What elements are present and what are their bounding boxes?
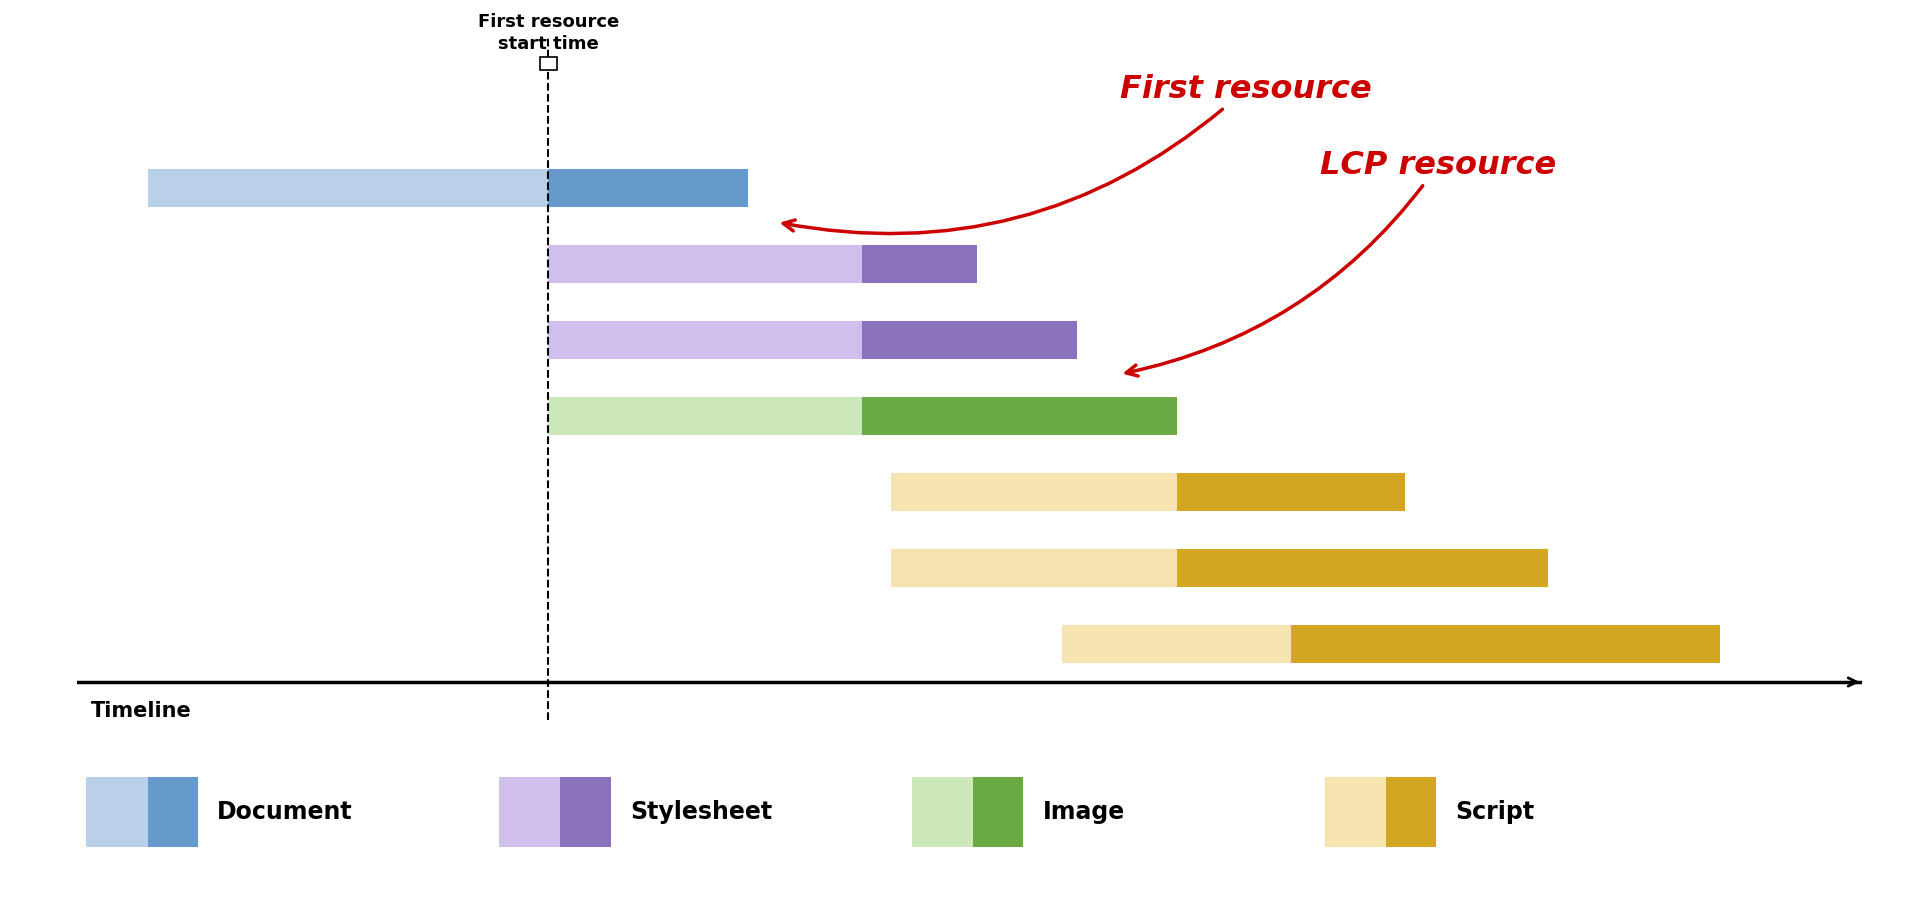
Bar bbox=[1177, 549, 1548, 587]
Text: Document: Document bbox=[217, 800, 353, 824]
Bar bbox=[148, 778, 198, 848]
Bar bbox=[1177, 473, 1405, 511]
Bar bbox=[1325, 778, 1386, 848]
Bar bbox=[862, 321, 1077, 359]
Text: Timeline: Timeline bbox=[90, 701, 192, 721]
Text: Image: Image bbox=[1043, 800, 1125, 824]
Bar bbox=[549, 321, 862, 359]
Bar bbox=[1062, 625, 1290, 663]
Bar bbox=[549, 169, 749, 207]
Bar bbox=[499, 778, 561, 848]
Bar bbox=[1290, 625, 1720, 663]
Text: First resource
start time: First resource start time bbox=[478, 13, 618, 53]
Bar bbox=[862, 397, 1177, 435]
Bar bbox=[862, 245, 977, 283]
Bar bbox=[561, 778, 611, 848]
Bar bbox=[973, 778, 1023, 848]
Text: LCP resource: LCP resource bbox=[1127, 149, 1555, 376]
Bar bbox=[891, 549, 1177, 587]
Bar bbox=[1386, 778, 1436, 848]
Text: Script: Script bbox=[1455, 800, 1534, 824]
Text: Stylesheet: Stylesheet bbox=[630, 800, 772, 824]
Bar bbox=[549, 245, 862, 283]
Bar bbox=[891, 473, 1177, 511]
Bar bbox=[912, 778, 973, 848]
Text: First resource: First resource bbox=[783, 74, 1371, 234]
Bar bbox=[540, 57, 557, 70]
Bar bbox=[148, 169, 549, 207]
Bar bbox=[549, 397, 862, 435]
Bar bbox=[86, 778, 148, 848]
